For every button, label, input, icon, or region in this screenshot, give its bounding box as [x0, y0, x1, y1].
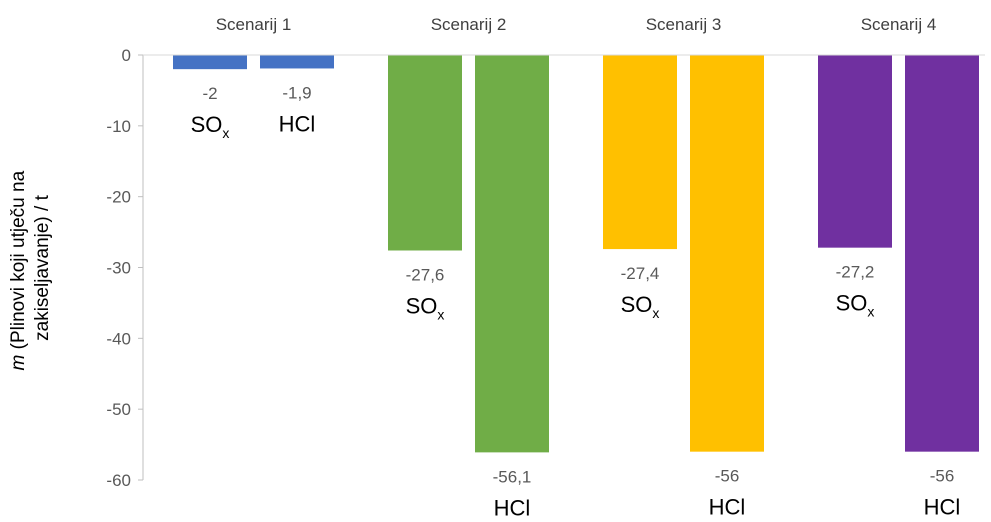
- category-label: Scenarij 2: [431, 15, 507, 34]
- bar: [905, 55, 979, 452]
- y-tick-label: -40: [106, 329, 131, 348]
- bar: [388, 55, 462, 251]
- gas-label-main: SO: [621, 292, 653, 317]
- data-label: -56,1: [493, 467, 532, 486]
- gas-label-subscript: x: [437, 307, 444, 323]
- gas-label: HCl: [709, 495, 746, 520]
- data-label: -1,9: [282, 83, 311, 102]
- gas-label: HCl: [924, 495, 961, 520]
- data-label: -2: [202, 84, 217, 103]
- bar: [475, 55, 549, 453]
- gas-label-main: SO: [406, 294, 438, 319]
- bar: [818, 55, 892, 248]
- bar: [260, 55, 334, 69]
- gas-label-main: HCl: [494, 495, 531, 520]
- y-tick-label: 0: [122, 46, 131, 65]
- y-tick-label: -60: [106, 471, 131, 490]
- y-tick-label: -10: [106, 117, 131, 136]
- gas-label: SOx: [191, 112, 230, 141]
- data-label: -27,2: [836, 263, 875, 282]
- plot-area: 0 -10 -20 -30 -40 -50 -60 Scenarij 1 Scenarij 2 S…: [106, 15, 985, 520]
- gas-label-subscript: x: [652, 305, 659, 321]
- y-axis-title: m (Plinovi koji utječu na zakiseljavanje…: [8, 166, 53, 371]
- y-axis-title-line1: (Plinovi koji utječu na: [8, 170, 29, 354]
- gas-label: SOx: [621, 292, 660, 321]
- bar: [690, 55, 764, 452]
- data-label: -56: [715, 467, 740, 486]
- category-label: Scenarij 4: [861, 15, 937, 34]
- gas-label-main: HCl: [709, 495, 746, 520]
- y-axis-title-italic: m: [8, 355, 29, 371]
- y-tick-label: -20: [106, 188, 131, 207]
- gas-label-subscript: x: [867, 304, 874, 320]
- y-axis-title-line2: zakiseljavanje) / t: [32, 194, 53, 340]
- category-label: Scenarij 3: [646, 15, 722, 34]
- data-label: -56: [930, 467, 955, 486]
- gas-label-main: SO: [191, 112, 223, 137]
- gas-label-main: HCl: [924, 495, 961, 520]
- gas-label: HCl: [494, 495, 531, 520]
- gas-label: SOx: [406, 294, 445, 323]
- bar: [173, 55, 247, 70]
- gas-label-main: HCl: [279, 111, 316, 136]
- bar: [603, 55, 677, 250]
- y-tick-label: -50: [106, 400, 131, 419]
- y-tick-label: -30: [106, 259, 131, 278]
- gas-label-subscript: x: [222, 125, 229, 141]
- gas-label-main: SO: [836, 291, 868, 316]
- gas-label: HCl: [279, 111, 316, 136]
- gas-label: SOx: [836, 291, 875, 320]
- category-label: Scenarij 1: [216, 15, 292, 34]
- data-label: -27,6: [406, 266, 445, 285]
- data-label: -27,4: [621, 264, 660, 283]
